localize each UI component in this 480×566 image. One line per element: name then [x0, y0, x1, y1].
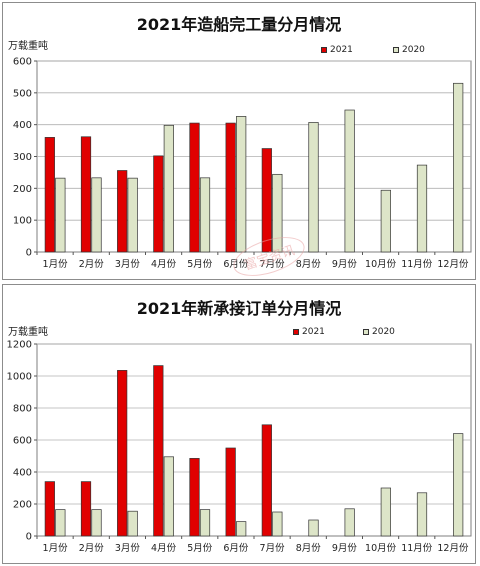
bar-2020 [236, 116, 247, 253]
x-tick-label: 6月份 [223, 258, 249, 270]
bar-2021 [225, 122, 236, 253]
x-tick-label: 6月份 [223, 542, 249, 554]
y-tick-label: 100 [13, 216, 32, 227]
bar-2020 [55, 509, 66, 537]
bar-2020 [55, 177, 66, 253]
x-tick-label: 11月份 [401, 258, 433, 270]
bar-2021 [225, 447, 236, 537]
y-tick-label: 1200 [7, 340, 32, 351]
x-tick-label: 5月份 [187, 258, 213, 270]
x-tick-label: 8月份 [296, 542, 322, 554]
y-tick-label: 1000 [7, 372, 32, 383]
bar-2021 [261, 424, 272, 537]
bar-2020 [416, 164, 428, 253]
x-tick-label: 3月份 [115, 542, 141, 554]
chart-title: 2021年造船完工量分月情况 [136, 15, 342, 34]
x-tick-label: 7月份 [260, 258, 286, 270]
bar-2020 [308, 122, 319, 253]
bar-2021 [80, 136, 92, 253]
y-tick-label: 0 [26, 532, 32, 543]
bar-2020 [236, 521, 247, 537]
y-tick-label: 600 [13, 436, 32, 447]
bar-2020 [308, 519, 319, 537]
y-tick-label: 200 [13, 500, 32, 511]
bar-2021 [44, 481, 55, 537]
legend-label: 2020 [372, 327, 395, 337]
bar-2020 [380, 189, 391, 253]
x-tick-label: 8月份 [296, 258, 322, 270]
bar-2021 [189, 458, 200, 537]
bar-2020 [163, 124, 174, 253]
bar-2021 [80, 481, 92, 537]
orders-bar-chart: 0 200 400 600 800 1000 1200 1月份 2月份 3月份 4月份 5月份 6月份 7… [7, 340, 472, 554]
x-tick-label: 12月份 [437, 542, 469, 554]
completion-chart-panel: 2021年造船完工量分月情况 万载重吨 2021 2020 0 100 200 300… [2, 2, 476, 280]
bar-2020 [91, 177, 102, 253]
y-axis-unit: 万载重吨 [8, 327, 48, 338]
legend-swatch-2020 [363, 329, 369, 335]
bar-2020 [91, 509, 102, 537]
bar-2020 [344, 109, 355, 253]
bar-2020 [380, 487, 391, 537]
x-tick-label: 4月份 [151, 258, 177, 270]
y-tick-label: 200 [13, 184, 32, 195]
y-tick-label: 300 [13, 152, 32, 163]
y-tick-label: 400 [13, 120, 32, 131]
bar-2021 [153, 365, 164, 537]
legend-swatch-2021 [321, 47, 327, 53]
x-tick-label: 12月份 [437, 258, 469, 270]
bar-2021 [117, 170, 128, 253]
y-tick-label: 500 [13, 88, 32, 99]
orders-chart-panel: 2021年新承接订单分月情况 万载重吨 2021 2020 0 200 400 600… [2, 284, 476, 564]
x-tick-label: 1月份 [43, 258, 69, 270]
bar-2021 [153, 155, 164, 253]
bar-2020 [453, 433, 464, 537]
x-tick-label: 3月份 [115, 258, 141, 270]
legend-item-2020: 2020 [363, 327, 395, 337]
bar-2020 [453, 82, 464, 253]
bar-2020 [127, 510, 138, 537]
x-tick-label: 9月份 [332, 542, 358, 554]
x-tick-label: 11月份 [401, 542, 433, 554]
x-tick-label: 2月份 [79, 542, 105, 554]
x-tick-label: 2月份 [79, 258, 105, 270]
y-tick-label: 600 [13, 57, 32, 68]
x-tick-label: 1月份 [43, 542, 69, 554]
legend-swatch-2021 [293, 329, 299, 335]
legend-item-2021: 2021 [293, 327, 325, 337]
bar-2021 [44, 137, 55, 253]
completion-bar-chart: 0 100 200 300 400 500 600 1月份 2月份 3月份 4月份 5月份 6月份 7月份… [13, 57, 472, 270]
y-axis-unit: 万载重吨 [8, 41, 48, 52]
chart-title: 2021年新承接订单分月情况 [136, 299, 342, 318]
x-tick-label: 5月份 [187, 542, 213, 554]
bar-2020 [272, 511, 283, 537]
legend-item-2020: 2020 [393, 45, 425, 55]
x-tick-label: 10月份 [365, 258, 397, 270]
x-tick-label: 4月份 [151, 542, 177, 554]
bar-2020 [416, 492, 428, 537]
y-tick-label: 0 [26, 248, 32, 259]
bar-2020 [199, 177, 211, 253]
legend-label: 2020 [402, 45, 425, 55]
bar-2020 [163, 456, 174, 537]
bar-2021 [117, 370, 128, 537]
bar-2021 [261, 148, 272, 253]
bar-2020 [199, 509, 211, 537]
x-tick-label: 7月份 [260, 542, 286, 554]
y-tick-label: 800 [13, 404, 32, 415]
x-tick-label: 10月份 [365, 542, 397, 554]
bar-2020 [127, 177, 138, 253]
bar-2020 [272, 173, 283, 253]
legend-item-2021: 2021 [321, 45, 353, 55]
x-tick-label: 9月份 [332, 258, 358, 270]
bar-2021 [189, 122, 200, 253]
bar-2020 [344, 508, 355, 537]
legend-swatch-2020 [393, 47, 399, 53]
legend-label: 2021 [330, 45, 353, 55]
legend-label: 2021 [302, 327, 325, 337]
y-tick-label: 400 [13, 468, 32, 479]
